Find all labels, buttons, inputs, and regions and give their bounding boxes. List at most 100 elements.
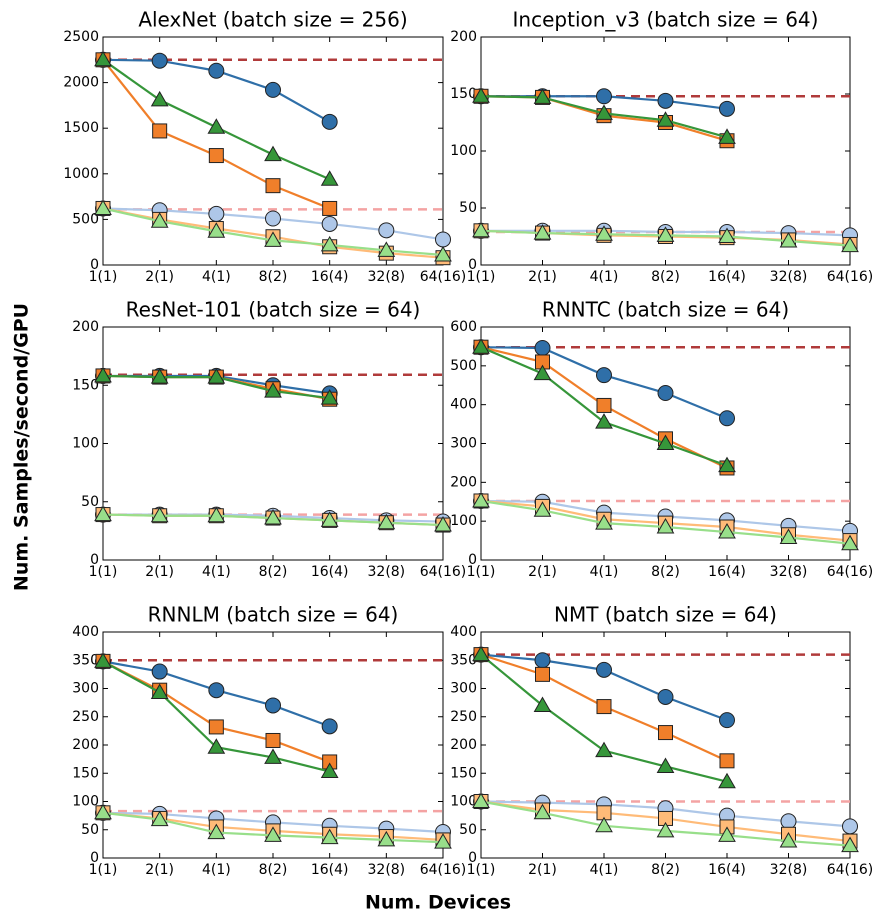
triangle-marker — [320, 170, 339, 186]
circle-marker — [208, 205, 225, 222]
triangle-marker — [533, 224, 552, 240]
triangle-marker — [264, 748, 282, 764]
square-marker — [719, 753, 735, 769]
x-tick-label: 8(2) — [259, 564, 288, 580]
y-tick-label: 150 — [72, 377, 99, 393]
x-tick-label: 4(1) — [590, 862, 619, 878]
triangle-marker — [718, 227, 736, 243]
y-tick-label: 100 — [450, 513, 477, 529]
circle-marker — [719, 410, 735, 427]
triangle-marker — [656, 434, 675, 450]
x-tick-label: 16(4) — [311, 564, 349, 580]
x-tick-label: 8(2) — [259, 862, 288, 878]
triangle-marker — [150, 212, 169, 228]
triangle-marker — [472, 87, 490, 103]
triangle-marker — [94, 366, 112, 383]
y-tick-label: 250 — [72, 709, 99, 725]
circle-marker — [719, 100, 735, 117]
x-tick-label: 2(1) — [145, 269, 174, 285]
circle-marker — [265, 210, 281, 227]
triangle-marker — [434, 833, 452, 849]
x-tick-label: 32(8) — [770, 269, 808, 285]
circle-marker — [657, 92, 674, 109]
x-tick-label: 1(1) — [89, 564, 118, 580]
triangle-marker — [595, 413, 613, 429]
triangle-marker — [595, 104, 613, 120]
triangle-marker — [656, 757, 675, 773]
triangle-marker — [841, 534, 859, 551]
triangle-marker — [264, 509, 282, 525]
circle-marker — [780, 813, 797, 830]
triangle-marker — [207, 506, 226, 523]
x-tick-label: 2(1) — [145, 862, 174, 878]
y-tick-label: 150 — [450, 86, 477, 102]
circle-marker — [151, 663, 168, 680]
y-tick-label: 150 — [72, 765, 99, 781]
circle-marker — [596, 661, 612, 678]
y-tick-label: 0 — [90, 552, 99, 568]
triangle-marker — [207, 738, 226, 754]
y-tick-label: 150 — [450, 765, 477, 781]
triangle-marker — [150, 368, 169, 384]
chart-title: NMT (batch size = 64) — [554, 603, 777, 627]
triangle-marker — [434, 516, 452, 532]
y-tick-label: 100 — [450, 794, 477, 810]
x-tick-label: 16(4) — [708, 564, 746, 580]
triangle-marker — [841, 236, 859, 253]
y-tick-label: 2000 — [63, 75, 99, 91]
triangle-marker — [264, 382, 282, 398]
x-tick-label: 2(1) — [145, 564, 174, 580]
y-tick-label: 200 — [450, 737, 477, 753]
triangle-marker — [533, 364, 552, 381]
y-tick-label: 350 — [72, 652, 99, 668]
x-tick-label: 64(16) — [420, 564, 467, 580]
x-tick-label: 1(1) — [467, 564, 496, 580]
x-tick-label: 64(16) — [827, 564, 874, 580]
triangle-marker — [472, 792, 490, 808]
triangle-marker — [533, 88, 552, 104]
triangle-marker — [264, 231, 282, 247]
circle-marker — [321, 718, 338, 735]
y-tick-label: 200 — [72, 737, 99, 753]
x-tick-label: 32(8) — [368, 564, 406, 580]
triangle-marker — [472, 645, 490, 662]
y-tick-label: 500 — [72, 211, 99, 227]
square-marker — [535, 666, 550, 682]
chart-title: ResNet-101 (batch size = 64) — [126, 298, 421, 322]
y-tick-label: 50 — [81, 494, 99, 510]
y-tick-label: 0 — [468, 850, 477, 866]
x-tick-label: 8(2) — [259, 269, 288, 285]
y-tick-label: 400 — [72, 624, 99, 640]
triangle-marker — [377, 241, 396, 257]
triangle-marker — [150, 683, 169, 699]
y-tick-label: 0 — [90, 850, 99, 866]
triangle-marker — [779, 528, 798, 544]
square-marker — [265, 732, 281, 748]
triangle-marker — [595, 816, 613, 833]
y-tick-label: 400 — [450, 397, 477, 413]
x-tick-label: 4(1) — [202, 862, 231, 878]
circle-marker — [151, 52, 168, 69]
triangle-marker — [94, 199, 112, 215]
circle-marker — [265, 81, 281, 98]
triangle-marker — [207, 222, 226, 238]
triangle-marker — [150, 90, 169, 107]
circle-marker — [596, 88, 612, 105]
triangle-marker — [718, 128, 736, 144]
x-tick-label: 32(8) — [770, 564, 808, 580]
y-tick-label: 1000 — [63, 166, 99, 182]
circle-marker — [596, 367, 612, 384]
x-tick-label: 8(2) — [651, 862, 680, 878]
square-marker — [658, 725, 673, 741]
x-tick-label: 2(1) — [528, 564, 557, 580]
triangle-marker — [150, 810, 169, 827]
x-tick-label: 32(8) — [368, 269, 406, 285]
x-tick-label: 64(16) — [420, 862, 467, 878]
y-tick-label: 400 — [450, 624, 477, 640]
triangle-marker — [779, 232, 798, 248]
triangle-marker — [841, 836, 859, 853]
circle-marker — [534, 339, 551, 356]
y-tick-label: 1500 — [63, 120, 99, 136]
x-tick-label: 2(1) — [528, 862, 557, 878]
triangle-marker — [656, 111, 675, 127]
